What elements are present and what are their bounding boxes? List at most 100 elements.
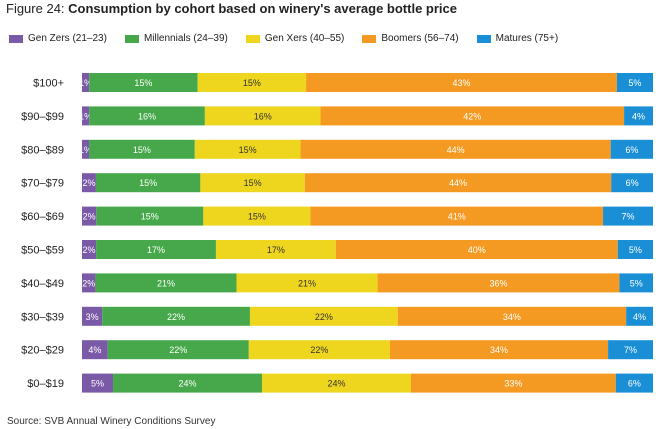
category-label: $60–$69 xyxy=(21,211,64,223)
category-label: $50–$59 xyxy=(21,245,64,257)
bar-segment xyxy=(249,306,398,326)
data-label: 2% xyxy=(83,245,96,255)
category-label: $70–$79 xyxy=(21,178,64,190)
legend-swatch xyxy=(476,34,491,43)
bar-segment xyxy=(397,306,627,326)
bar-segment xyxy=(82,139,90,159)
data-label: 2% xyxy=(83,212,96,222)
bar-segment xyxy=(82,306,103,326)
figure-title: Consumption by cohort based on winery's … xyxy=(68,1,457,16)
legend-label: Gen Zers (21–23) xyxy=(28,33,107,44)
category-label: $40–$49 xyxy=(21,278,64,290)
legend-item: Millennials (24–39) xyxy=(124,33,228,44)
bar-segment xyxy=(261,373,411,393)
legend-swatch xyxy=(245,34,260,43)
category-label: $30–$39 xyxy=(21,311,64,323)
data-label: 5% xyxy=(630,278,643,288)
data-label: 4% xyxy=(88,345,101,355)
bar-segment xyxy=(608,340,653,360)
bar-segment xyxy=(82,340,108,360)
data-label: 3% xyxy=(86,312,99,322)
category-label: $20–$29 xyxy=(21,345,64,357)
data-label: 33% xyxy=(504,379,522,389)
data-label: 2% xyxy=(82,278,95,288)
bar-segment xyxy=(203,206,311,226)
bar-segment xyxy=(335,240,618,259)
data-label: 16% xyxy=(138,111,156,121)
data-label: 21% xyxy=(298,278,316,288)
bar-segment xyxy=(615,373,653,393)
bar-segment xyxy=(82,206,97,226)
bar-segment xyxy=(410,373,616,393)
data-label: 6% xyxy=(628,379,641,389)
bar-segment xyxy=(96,206,204,226)
data-label: 15% xyxy=(248,212,266,222)
legend-label: Boomers (56–74) xyxy=(381,33,459,44)
data-label: 17% xyxy=(147,245,165,255)
category-label: $90–$99 xyxy=(21,111,64,123)
source-note: Source: SVB Annual Winery Conditions Sur… xyxy=(7,416,216,427)
legend-swatch xyxy=(124,34,139,43)
legend-item: Gen Zers (21–23) xyxy=(9,33,107,44)
bar-segment xyxy=(304,173,612,193)
bar-segment xyxy=(82,273,96,293)
data-label: 4% xyxy=(632,111,645,121)
figure-label: Figure 24: xyxy=(6,1,69,16)
data-label: 34% xyxy=(490,345,508,355)
legend-label: Matures (75+) xyxy=(495,33,559,44)
data-label: 15% xyxy=(139,178,157,188)
bar-segment xyxy=(611,173,653,193)
bar-segment xyxy=(197,73,307,92)
data-label: 1% xyxy=(79,111,92,121)
bar-segment xyxy=(82,373,114,393)
data-label: 2% xyxy=(82,178,95,188)
data-label: 43% xyxy=(452,78,470,88)
data-label: 24% xyxy=(327,379,345,389)
data-label: 4% xyxy=(633,312,646,322)
legend-label: Gen Xers (40–55) xyxy=(264,33,345,44)
bar-segment xyxy=(300,139,611,159)
legend: Gen Zers (21–23) Millennials (24–39) Gen X… xyxy=(9,33,576,44)
bar-segment xyxy=(617,240,653,259)
bar-segment xyxy=(89,73,198,92)
bar-segment xyxy=(89,139,195,159)
data-label: 22% xyxy=(169,345,187,355)
data-label: 15% xyxy=(243,78,261,88)
data-label: 36% xyxy=(489,278,507,288)
bar-segment xyxy=(377,273,620,293)
data-label: 44% xyxy=(447,145,465,155)
bar-segment xyxy=(306,73,617,92)
bar-segment xyxy=(603,206,653,226)
bar-segment xyxy=(320,106,625,126)
data-label: 22% xyxy=(310,345,328,355)
data-label: 24% xyxy=(179,379,197,389)
bar-segment xyxy=(82,173,96,193)
bar-segment xyxy=(610,139,653,159)
bar-segment xyxy=(89,106,205,126)
data-label: 15% xyxy=(244,178,262,188)
bar-segment xyxy=(626,306,653,326)
data-label: 40% xyxy=(468,245,486,255)
legend-item: Boomers (56–74) xyxy=(362,33,459,44)
legend-swatch xyxy=(362,34,377,43)
data-label: 22% xyxy=(315,312,333,322)
data-label: 1% xyxy=(79,78,92,88)
legend-item: Matures (75+) xyxy=(476,33,559,44)
bar-segment xyxy=(194,139,301,159)
category-label: $100+ xyxy=(33,78,64,90)
data-label: 15% xyxy=(141,212,159,222)
data-label: 34% xyxy=(503,312,521,322)
bar-segment xyxy=(107,340,249,360)
legend-swatch xyxy=(9,34,23,43)
category-label: $0–$19 xyxy=(27,378,64,390)
data-label: 22% xyxy=(167,312,185,322)
data-label: 15% xyxy=(239,145,257,155)
data-label: 44% xyxy=(449,178,467,188)
data-label: 5% xyxy=(91,379,104,389)
data-label: 17% xyxy=(267,245,285,255)
data-label: 5% xyxy=(628,78,641,88)
bar-segment xyxy=(95,273,237,293)
chart-title: Figure 24: Consumption by cohort based o… xyxy=(6,1,457,16)
legend-label: Millennials (24–39) xyxy=(143,33,228,44)
